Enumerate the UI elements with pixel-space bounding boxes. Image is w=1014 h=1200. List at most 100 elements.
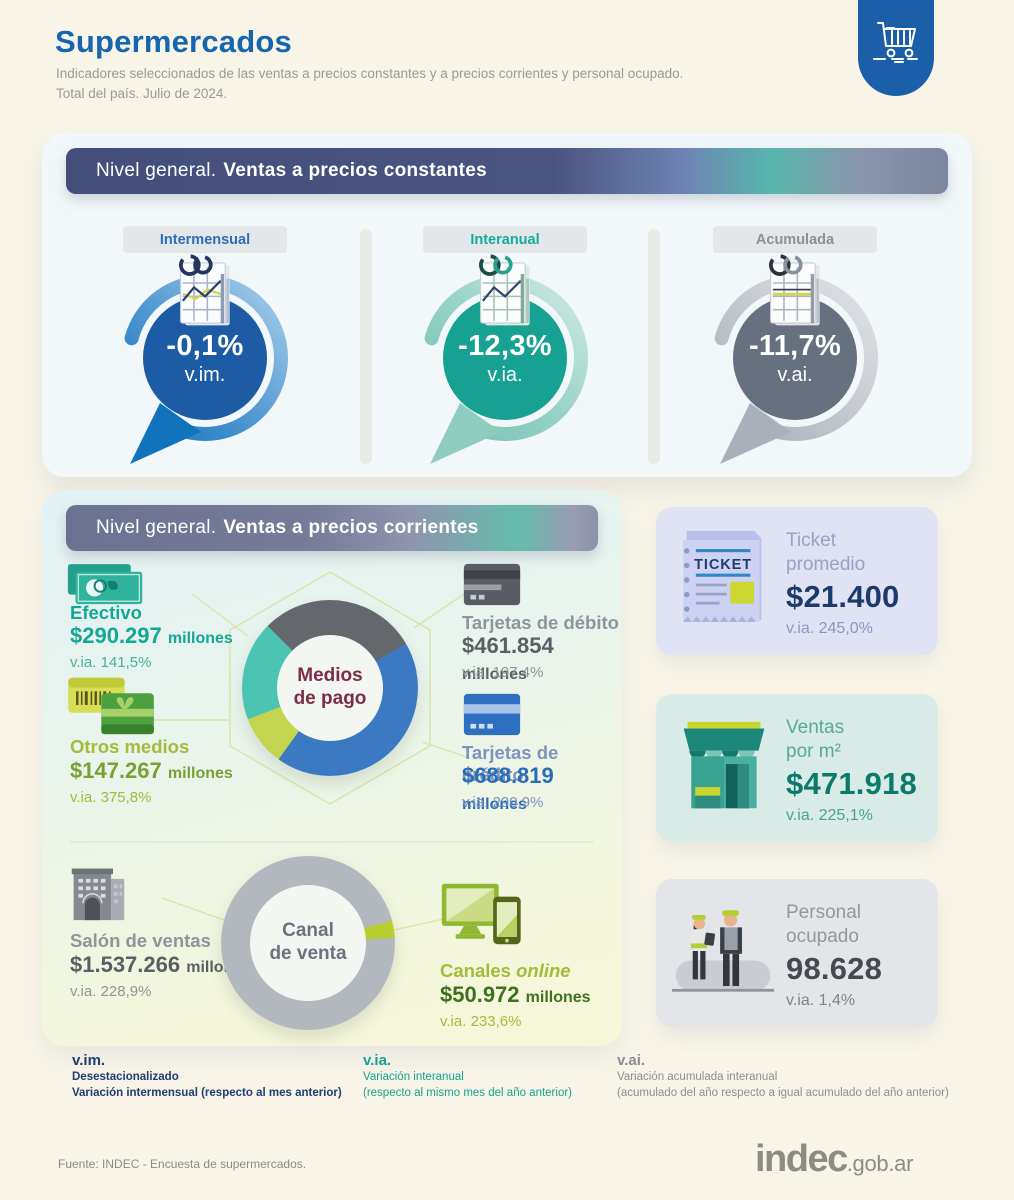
salon-label: Salón de ventas <box>70 930 211 951</box>
connector-lines <box>70 571 594 931</box>
otros-medios-amount: $147.267 millones <box>70 758 233 784</box>
card-title-line1: Ventas <box>786 717 845 738</box>
stat-value: -12,3% <box>458 329 552 362</box>
online-label: Canales online <box>440 960 571 982</box>
stat-unit: v.im. <box>184 363 226 386</box>
panel-precios-constantes: Nivel general. Ventas a precios constant… <box>42 133 972 477</box>
card-ticket-promedio: TICKET Ticket promedio $21.400 v.ia. 245… <box>656 507 938 655</box>
center-line2: de pago <box>293 688 367 709</box>
chart-document-icon <box>769 254 820 326</box>
credito-via: v.ia. 290,9% <box>462 794 544 811</box>
salon-amount-value: $1.537.266 <box>70 952 181 977</box>
online-devices-icon <box>441 883 521 945</box>
online-via: v.ia. 233,6% <box>440 1013 522 1030</box>
debit-card-icon <box>463 563 521 606</box>
chart-document-icon <box>479 254 530 326</box>
page-subtitle: Indicadores seleccionados de las ventas … <box>56 64 836 105</box>
subtitle-line2: Total del país. Julio de 2024. <box>56 86 228 102</box>
credito-label: Tarjetas de crédito <box>462 742 559 785</box>
card-via: v.ia. 225,1% <box>786 807 873 824</box>
stat-acumulada: -11,7% v.ai. <box>695 254 895 471</box>
building-icon <box>71 868 125 921</box>
online-label-prefix: Canales <box>440 960 517 981</box>
card-value: $471.918 <box>786 766 917 801</box>
online-amount-value: $50.972 <box>440 982 520 1007</box>
credito-amount: $688.819 millones <box>462 763 622 815</box>
legend-abbr: v.ai. <box>617 1052 646 1069</box>
online-amount-unit: millones <box>525 989 591 1006</box>
credito-amount-value: $688.819 <box>462 763 554 788</box>
efectivo-label: Efectivo <box>70 602 142 623</box>
otros-medios-amount-unit: millones <box>167 765 233 782</box>
circular-arrow-ring <box>714 274 878 464</box>
debito-label: Tarjetas de débito <box>462 612 619 633</box>
indec-logo-main: indec <box>755 1138 848 1180</box>
vertical-divider <box>648 229 660 464</box>
card-ventas-por-m2: Ventas por m² $471.918 v.ia. 225,1% <box>656 694 938 842</box>
gift-card-icon <box>68 677 154 735</box>
efectivo-amount-unit: millones <box>167 630 233 647</box>
card-value: $21.400 <box>786 579 900 614</box>
card-value: 98.628 <box>786 951 883 986</box>
circular-arrow-ring <box>124 274 288 464</box>
online-label-italic: online <box>516 960 571 981</box>
stat-value: -0,1% <box>166 329 244 362</box>
stat-intermensual: -0,1% v.im. <box>105 254 305 471</box>
page-title: Supermercados <box>55 24 292 59</box>
center-line1: Medios <box>297 665 363 687</box>
efectivo-amount: $290.297 millones <box>70 623 233 649</box>
stat-unit: v.ia. <box>487 363 523 386</box>
storefront-icon <box>683 721 765 809</box>
otros-medios-via: v.ia. 375,8% <box>70 789 152 806</box>
card-via: v.ia. 1,4% <box>786 992 856 1009</box>
credito-amount-unit: millones <box>462 796 527 813</box>
label-interanual: Interanual <box>423 226 587 253</box>
stat-unit: v.ai. <box>777 363 813 386</box>
otros-medios-label: Otros medios <box>70 736 190 757</box>
online-amount: $50.972 millones <box>440 982 591 1008</box>
debito-via: v.ia. 197,4% <box>462 664 544 681</box>
card-title-line2: por m² <box>786 740 841 762</box>
stat-interanual: -12,3% v.ia. <box>405 254 605 471</box>
source-note: Fuente: INDEC - Encuesta de supermercado… <box>58 1157 307 1171</box>
legend-line1: Variación acumulada interanual <box>617 1071 778 1083</box>
card-title-line2: ocupado <box>786 925 859 947</box>
debito-amount: $461.854 millones <box>462 633 622 685</box>
label-intermensual: Intermensual <box>123 226 287 253</box>
debito-amount-unit: millones <box>462 666 527 683</box>
workers-icon <box>671 910 775 992</box>
card-title-line2: promedio <box>786 553 866 575</box>
legend-line1: Variación interanual <box>363 1071 464 1083</box>
shopping-cart-icon <box>873 22 918 63</box>
card-title-line1: Personal <box>786 902 861 923</box>
panel-constantes-title-regular: Nivel general. <box>96 160 217 181</box>
legend-line1: Desestacionalizado <box>72 1071 179 1083</box>
card-title: Ventas por m² <box>786 716 844 764</box>
credit-card-icon <box>463 693 521 736</box>
vertical-divider <box>360 229 372 464</box>
card-title: Ticket promedio <box>786 529 865 577</box>
canal-de-venta-center-label: Canal de venta <box>250 885 366 1001</box>
circular-arrow-ring <box>424 274 588 464</box>
debito-amount-value: $461.854 <box>462 633 554 658</box>
indec-logo-suffix: .gob.ar <box>846 1151 914 1176</box>
salon-via: v.ia. 228,9% <box>70 983 152 1000</box>
otros-medios-amount-value: $147.267 <box>70 758 162 783</box>
medios-de-pago-donut: Medios de pago <box>242 600 418 776</box>
center-line2: de venta <box>269 943 347 964</box>
card-personal-ocupado: Personal ocupado 98.628 v.ia. 1,4% <box>656 879 938 1027</box>
medios-de-pago-center-label: Medios de pago <box>277 635 383 741</box>
center-line1: Canal <box>282 920 334 942</box>
header-ribbon <box>858 0 934 96</box>
panel-constantes-header: Nivel general. Ventas a precios constant… <box>66 148 948 194</box>
subtitle-line1: Indicadores seleccionados de las ventas … <box>56 66 684 81</box>
canal-de-venta-donut: Canal de venta <box>221 856 395 1030</box>
panel-corrientes-title-regular: Nivel general. <box>96 517 217 538</box>
efectivo-amount-value: $290.297 <box>70 623 162 648</box>
stat-disc: -0,1% v.im. <box>143 296 267 420</box>
stat-value: -11,7% <box>748 329 842 362</box>
legend-line2: (respecto al mismo mes del año anterior) <box>363 1087 572 1100</box>
card-via: v.ia. 245,0% <box>786 620 873 637</box>
legend-vai: v.ai. Variación acumulada interanual (ac… <box>617 1052 967 1101</box>
